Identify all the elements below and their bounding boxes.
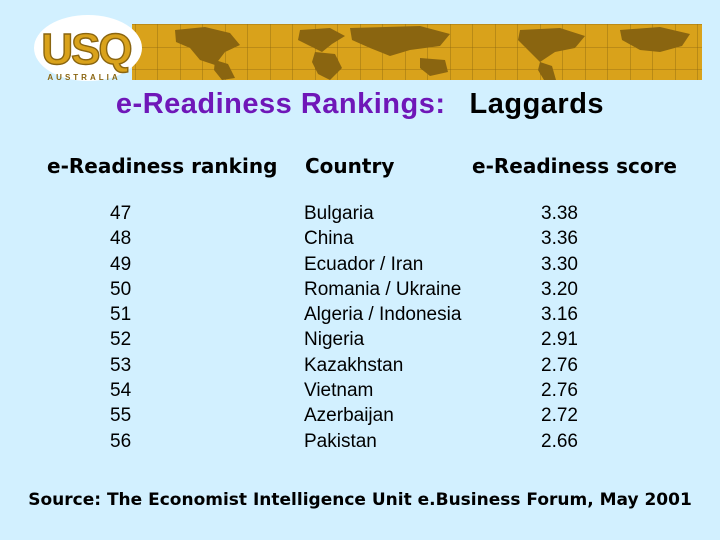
score-cell: 3.20 [541,278,578,300]
score-cell: 3.30 [541,253,578,275]
title-laggards: Laggards [469,88,605,120]
rank-cell: 51 [110,304,132,326]
country-cell: Vietnam [304,380,374,402]
country-cell: Kazakhstan [304,354,404,376]
rank-cell: 48 [110,228,132,250]
country-cell: Ecuador / Iran [304,253,424,275]
rank-cell: 50 [110,278,132,300]
score-column: 3.38 3.36 3.30 3.20 3.16 2.91 2.76 2.76 … [541,201,578,454]
rank-cell: 55 [110,405,132,427]
country-cell: Algeria / Indonesia [304,304,462,326]
svg-text:USQ: USQ [41,25,131,74]
score-cell: 3.38 [541,203,578,224]
svg-text:AUSTRALIA: AUSTRALIA [47,73,120,82]
header-score: e-Readiness score [472,154,677,178]
logo-oval [34,15,142,81]
country-cell: Romania / Ukraine [304,278,462,300]
header-country: Country [305,154,395,178]
score-cell: 2.76 [541,380,578,402]
ranking-column: 47 48 49 50 51 52 53 54 55 56 [110,201,131,454]
score-cell: 2.72 [541,405,578,427]
header-banner: USQ AUSTRALIA [0,0,720,92]
country-column: Bulgaria China Ecuador / Iran Romania / … [304,201,461,454]
score-cell: 3.36 [541,228,578,250]
rank-cell: 54 [110,380,132,402]
rank-cell: 47 [110,203,132,224]
rank-cell: 56 [110,430,132,452]
header-ranking: e-Readiness ranking [47,154,278,178]
rank-cell: 52 [110,329,132,351]
score-cell: 2.66 [541,430,578,452]
country-cell: Nigeria [304,329,365,351]
title-main: e-Readiness Rankings: [115,88,446,120]
country-cell: Azerbaijan [304,405,394,427]
rank-cell: 53 [110,354,132,376]
rank-cell: 49 [110,253,132,275]
country-cell: Bulgaria [304,203,374,224]
score-cell: 2.76 [541,354,578,376]
country-cell: China [304,228,354,250]
country-cell: Pakistan [304,430,377,452]
page-title: e-Readiness Rankings: Laggards [0,88,720,121]
source-citation: Source: The Economist Intelligence Unit … [28,490,692,510]
usq-logo: USQ AUSTRALIA [41,24,135,82]
score-cell: 3.16 [541,304,578,326]
score-cell: 2.91 [541,329,578,351]
